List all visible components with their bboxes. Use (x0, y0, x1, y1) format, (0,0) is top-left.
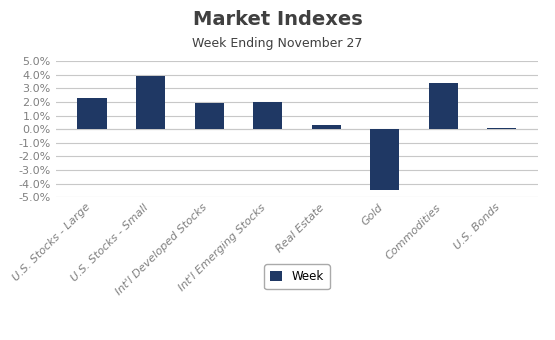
Bar (370, 129, 400, 190)
Bar (194, 103, 224, 129)
Bar (311, 125, 341, 129)
Bar (78, 98, 107, 129)
Bar (428, 83, 458, 129)
Bar (253, 102, 282, 129)
Text: Week Ending November 27: Week Ending November 27 (193, 37, 362, 50)
Legend: Week: Week (264, 265, 330, 289)
Text: Market Indexes: Market Indexes (193, 10, 362, 29)
Bar (487, 128, 516, 129)
Bar (136, 76, 165, 129)
